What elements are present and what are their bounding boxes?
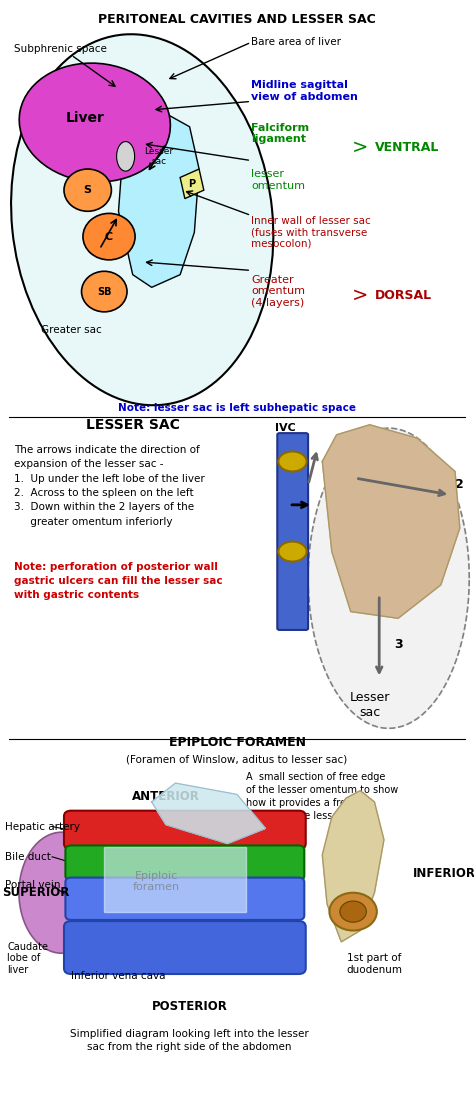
Circle shape — [82, 271, 127, 311]
Text: (Foramen of Winslow, aditus to lesser sac): (Foramen of Winslow, aditus to lesser sa… — [127, 755, 347, 765]
Polygon shape — [180, 169, 204, 199]
Text: Inner wall of lesser sac
(fuses with transverse
mesocolon): Inner wall of lesser sac (fuses with tra… — [251, 216, 371, 249]
FancyBboxPatch shape — [65, 877, 304, 920]
Text: >: > — [352, 138, 368, 158]
Text: Subphrenic space: Subphrenic space — [14, 43, 107, 53]
Text: Bile duct: Bile duct — [5, 852, 51, 862]
Text: S: S — [84, 186, 91, 195]
Text: SB: SB — [97, 287, 111, 297]
Text: 1st part of
duodenum: 1st part of duodenum — [346, 953, 402, 975]
Polygon shape — [118, 106, 199, 287]
Polygon shape — [104, 847, 246, 912]
Ellipse shape — [117, 141, 135, 171]
Text: Note: lesser sac is left subhepatic space: Note: lesser sac is left subhepatic spac… — [118, 403, 356, 413]
Text: Lesser
sac: Lesser sac — [144, 147, 173, 166]
Text: 3: 3 — [394, 638, 402, 652]
Text: C: C — [105, 231, 113, 241]
Text: PERITONEAL CAVITIES AND LESSER SAC: PERITONEAL CAVITIES AND LESSER SAC — [98, 12, 376, 26]
Text: Liver: Liver — [66, 111, 105, 126]
Text: lesser
omentum: lesser omentum — [251, 169, 305, 190]
Text: Hepatic artery: Hepatic artery — [5, 822, 80, 832]
Text: Epiploic
foramen: Epiploic foramen — [133, 871, 180, 892]
Text: ANTERIOR: ANTERIOR — [132, 790, 200, 803]
Text: Note: perforation of posterior wall
gastric ulcers can fill the lesser sac
with : Note: perforation of posterior wall gast… — [14, 562, 223, 600]
FancyBboxPatch shape — [277, 433, 308, 629]
FancyBboxPatch shape — [65, 845, 304, 881]
Text: A  small section of free edge
of the lesser omentum to show
how it provides a fr: A small section of free edge of the less… — [246, 772, 399, 822]
Text: Lesser
sac: Lesser sac — [349, 691, 390, 719]
Text: Caudate
lobe of
liver: Caudate lobe of liver — [7, 942, 48, 975]
Ellipse shape — [19, 63, 170, 182]
Polygon shape — [322, 791, 384, 942]
Circle shape — [329, 893, 377, 931]
Text: LESSER SAC: LESSER SAC — [86, 418, 180, 433]
Ellipse shape — [11, 34, 273, 405]
Text: Simplified diagram looking left into the lesser
sac from the right side of the a: Simplified diagram looking left into the… — [70, 1029, 309, 1052]
Ellipse shape — [19, 832, 104, 953]
Text: INFERIOR: INFERIOR — [412, 867, 474, 881]
Text: IVC: IVC — [275, 424, 296, 433]
Text: Bare area of liver: Bare area of liver — [251, 38, 341, 47]
Text: P: P — [188, 179, 196, 189]
Text: DORSAL: DORSAL — [374, 289, 432, 302]
Text: >: > — [352, 286, 368, 306]
FancyBboxPatch shape — [64, 921, 306, 974]
Circle shape — [340, 901, 366, 922]
Circle shape — [278, 542, 307, 562]
Polygon shape — [322, 425, 460, 618]
Text: EPIPLOIC FORAMEN: EPIPLOIC FORAMEN — [168, 736, 306, 748]
Text: VENTRAL: VENTRAL — [374, 141, 439, 155]
Text: Midline sagittal
view of abdomen: Midline sagittal view of abdomen — [251, 80, 358, 102]
Text: Greater sac: Greater sac — [41, 325, 101, 335]
Text: Portal vein: Portal vein — [5, 881, 60, 890]
FancyBboxPatch shape — [64, 811, 306, 850]
Text: SUPERIOR: SUPERIOR — [2, 886, 70, 900]
Circle shape — [83, 214, 135, 260]
Polygon shape — [308, 428, 469, 728]
Circle shape — [64, 169, 111, 211]
Text: 1: 1 — [297, 461, 305, 475]
Text: The arrows indicate the direction of
expansion of the lesser sac -
1.  Up under : The arrows indicate the direction of exp… — [14, 445, 205, 527]
Text: Inferior vena cava: Inferior vena cava — [71, 971, 166, 981]
Text: 2: 2 — [456, 478, 464, 492]
Polygon shape — [152, 783, 265, 844]
Text: Falciform
ligament: Falciform ligament — [251, 122, 310, 145]
Circle shape — [278, 451, 307, 471]
Text: Greater
omentum
(4 layers): Greater omentum (4 layers) — [251, 275, 305, 308]
Text: POSTERIOR: POSTERIOR — [152, 1000, 228, 1013]
